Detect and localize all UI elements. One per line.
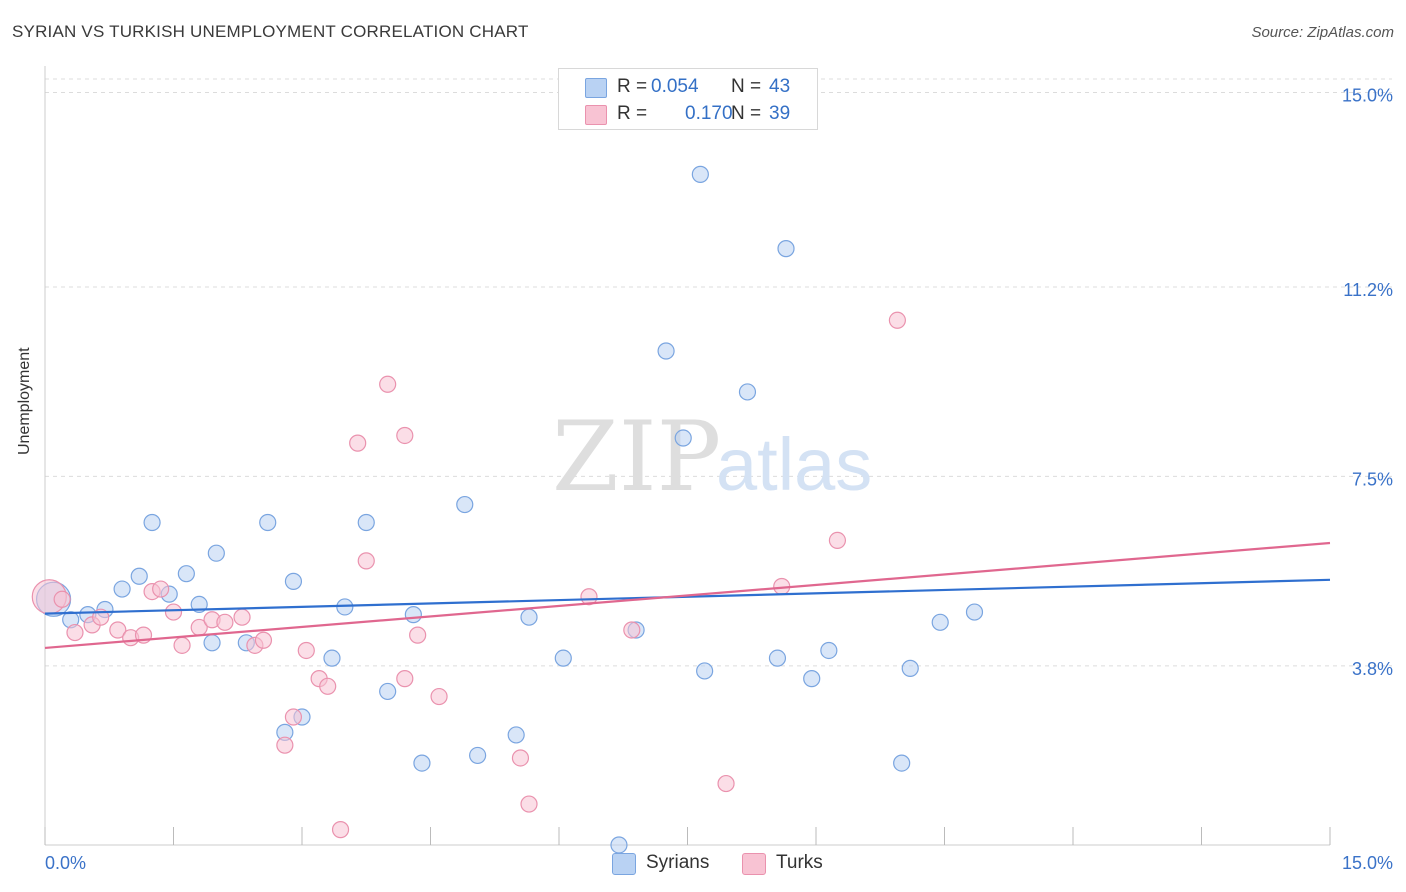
syrians-point (177, 565, 195, 583)
syrians-point (413, 754, 431, 772)
turks-point (580, 588, 598, 606)
syrians-point (207, 544, 225, 562)
turks-point (276, 736, 294, 754)
syrians-point (803, 670, 821, 688)
correlation-legend: R = 0.054 N = 43 R = 0.170 N = 39 (558, 68, 818, 130)
syrians-point (657, 342, 675, 360)
syrians-point (259, 513, 277, 532)
source-note: Source: ZipAtlas.com (1251, 24, 1394, 41)
watermark-zip: ZIP (552, 401, 721, 513)
syrians-point (820, 641, 838, 660)
syrians-point (284, 572, 303, 590)
syrians-point (893, 754, 911, 772)
legend-label-turks: Turks (776, 852, 823, 873)
syrians-point (357, 513, 375, 532)
watermark-atlas: atlas (716, 423, 872, 506)
turks-point (254, 631, 273, 649)
syrians-point (130, 567, 148, 585)
turks-point (828, 531, 847, 550)
turks-point (164, 603, 183, 621)
syrians-point (520, 608, 538, 626)
n-label: N = (731, 103, 762, 124)
n-value: 39 (769, 103, 791, 124)
turks-point (331, 821, 350, 839)
syrians-point (696, 662, 714, 680)
x-tick-label: 0.0% (45, 853, 86, 873)
y-axis-label: Unemployment (16, 347, 33, 455)
turks-point (396, 426, 414, 445)
turks-point (53, 590, 71, 608)
syrians-swatch (585, 78, 607, 98)
r-label: R = (617, 103, 648, 124)
turks-point (717, 774, 735, 793)
turks-point (233, 608, 251, 626)
turks-point (520, 795, 538, 813)
turks-point (297, 641, 315, 660)
syrians-point (777, 240, 795, 258)
syrians-point (203, 634, 221, 652)
turks-trend-line (44, 541, 1331, 650)
syrians-point (404, 606, 422, 624)
syrians-point (507, 726, 525, 744)
turks-point (430, 687, 448, 706)
turks-point (152, 580, 170, 598)
syrians-trend-line (44, 578, 1331, 615)
syrians-point (554, 649, 572, 667)
syrians-point (931, 613, 949, 631)
syrians-point (143, 513, 161, 532)
turks-point (396, 670, 414, 688)
turks-swatch (585, 105, 607, 125)
syrians-point (610, 836, 628, 854)
turks-point (379, 375, 397, 393)
turks-point (888, 311, 906, 329)
syrians-point (674, 429, 692, 447)
syrians-point (456, 495, 474, 514)
turks-point (349, 434, 367, 452)
legend-label-syrians: Syrians (646, 852, 710, 873)
syrians-point (379, 682, 397, 701)
r-value: 0.054 (651, 76, 699, 97)
syrians-point (965, 603, 984, 621)
turks-point (173, 636, 191, 654)
turks-point (409, 626, 427, 644)
turks-point (216, 613, 234, 631)
turks-point (109, 621, 127, 639)
syrians-point (768, 649, 787, 667)
syrians-point (901, 659, 919, 677)
turks-point (511, 749, 530, 767)
r-label: R = (617, 76, 648, 97)
syrians-point (469, 746, 487, 765)
x-tick-label: 15.0% (1342, 853, 1393, 873)
syrians-point (323, 649, 341, 667)
turks-point (66, 623, 84, 642)
n-value: 43 (769, 76, 791, 97)
syrians-point (113, 580, 131, 598)
turks-point (357, 552, 375, 570)
syrians-point (691, 165, 709, 183)
r-value: 0.170 (685, 103, 733, 124)
syrians-legend-swatch (612, 853, 636, 875)
syrians-point (738, 383, 757, 401)
y-tick-label: 3.8% (1352, 659, 1393, 679)
y-tick-label: 11.2% (1343, 280, 1393, 300)
y-tick-label: 7.5% (1352, 469, 1393, 489)
y-tick-label: 15.0% (1342, 85, 1393, 105)
turks-point (319, 677, 337, 695)
turks-point (623, 621, 641, 639)
turks-point (284, 708, 303, 726)
chart-title: SYRIAN VS TURKISH UNEMPLOYMENT CORRELATI… (12, 22, 529, 41)
turks-legend-swatch (742, 853, 766, 875)
n-label: N = (731, 76, 762, 97)
